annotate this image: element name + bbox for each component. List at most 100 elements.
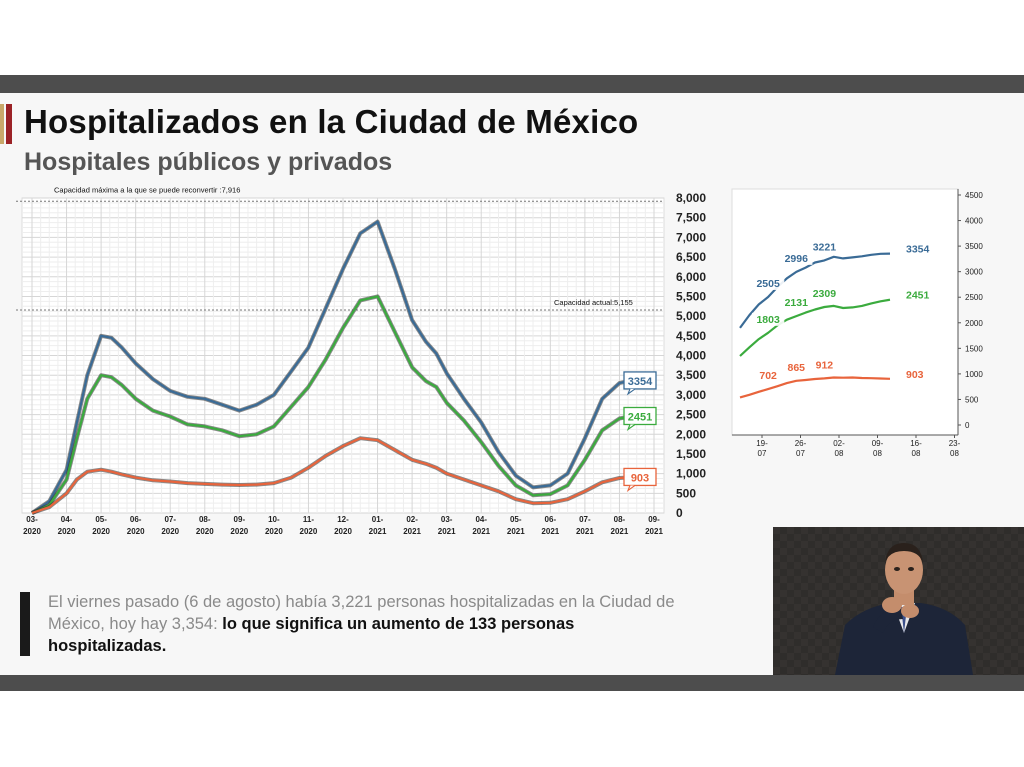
inset-series-line [739, 376, 891, 399]
inset-x-tick-day: 26- [795, 439, 807, 448]
x-tick-label-month: 03- [441, 515, 453, 524]
summary-note-bold: lo que significa un aumento de 133 perso… [48, 615, 575, 655]
x-tick-label-month: 08- [614, 515, 626, 524]
inset-series-line [739, 298, 891, 357]
inset-x-tick-month: 08 [912, 449, 921, 458]
bottom-frame-bar [0, 675, 1024, 691]
y-tick-label: 6,500 [676, 250, 706, 264]
inset-x-tick-month: 08 [873, 449, 882, 458]
y-tick-label: 7,000 [676, 230, 706, 244]
x-tick-label-year: 2020 [92, 527, 110, 536]
series-end-label: 903 [631, 472, 649, 484]
series-end-label-pointer [626, 424, 636, 432]
current-capacity-label: Capacidad actual:5,155 [554, 298, 633, 307]
title-accent-red [6, 104, 12, 144]
y-tick-label: 3,500 [676, 368, 706, 382]
y-tick-label: 5,000 [676, 309, 706, 323]
series-end-label-box [623, 371, 657, 390]
inset-x-tick-day: 19- [756, 439, 768, 448]
x-tick-label-year: 2020 [230, 527, 248, 536]
inset-point-label: 2505 [756, 278, 780, 290]
inset-series-end-label: 3354 [906, 244, 930, 256]
y-tick-label: 1,000 [676, 467, 706, 481]
x-tick-label-month: 08- [199, 515, 211, 524]
inset-plot-area [731, 188, 959, 436]
x-tick-label-year: 2020 [127, 527, 145, 536]
y-tick-label: 5,500 [676, 289, 706, 303]
inset-y-tick-label: 2000 [965, 319, 983, 328]
x-tick-label-year: 2021 [507, 527, 525, 536]
inset-point-label: 912 [816, 359, 834, 371]
y-tick-label: 4,000 [676, 349, 706, 363]
inset-point-label: 1803 [756, 314, 780, 326]
series-end-label-box [623, 467, 657, 487]
x-tick-label-year: 2020 [23, 527, 41, 536]
inset-y-tick-label: 4000 [965, 217, 983, 226]
inset-x-tick-day: 16- [910, 439, 922, 448]
x-tick-label-month: 07- [579, 515, 591, 524]
x-tick-label-year: 2021 [472, 527, 490, 536]
x-tick-label-year: 2021 [403, 527, 421, 536]
inset-recent-chart: 0 500 1000 1500 2000 2500 3000 3500 4000 4500 19- 0… [731, 188, 983, 458]
summary-note: El viernes pasado (6 de agosto) había 3,… [48, 591, 688, 657]
inset-y-tick-label: 2500 [965, 293, 983, 302]
y-tick-label: 7,500 [676, 211, 706, 225]
inset-point-label-bg [808, 240, 841, 254]
series-line [31, 295, 641, 515]
series-end-label: 2451 [628, 411, 652, 423]
inset-point-label-bg [808, 286, 841, 300]
title-accent-gold [0, 104, 4, 144]
x-tick-label-year: 2020 [161, 527, 179, 536]
x-tick-label-month: 06- [545, 515, 557, 524]
x-tick-label-year: 2021 [438, 527, 456, 536]
inset-y-tick-label: 1500 [965, 344, 983, 353]
x-tick-label-year: 2021 [541, 527, 559, 536]
x-tick-label-month: 05- [510, 515, 522, 524]
inset-y-tick-label: 3500 [965, 242, 983, 251]
inset-point-label: 2131 [785, 297, 809, 309]
inset-point-label-bg [783, 360, 810, 374]
y-tick-label: 0 [676, 506, 683, 520]
inset-point-label-bg [811, 358, 838, 372]
y-tick-label: 3,000 [676, 388, 706, 402]
series-line [31, 220, 641, 514]
note-marker [20, 592, 30, 656]
inset-x-tick-day: 02- [833, 439, 845, 448]
series-end-label-pointer [626, 484, 636, 492]
main-hospitalization-chart: Capacidad máxima a la que se puede recon… [14, 185, 706, 536]
sign-language-interpreter-video [773, 527, 1024, 675]
inset-y-tick-label: 500 [965, 395, 979, 404]
x-tick-label-month: 04- [61, 515, 73, 524]
inset-point-label-bg [755, 369, 782, 383]
x-tick-label-year: 2021 [369, 527, 387, 536]
x-tick-label-month: 06- [130, 515, 142, 524]
x-tick-label-month: 11- [303, 515, 314, 524]
x-tick-label-month: 04- [475, 515, 487, 524]
y-tick-label: 4,500 [676, 329, 706, 343]
y-tick-label: 1,500 [676, 447, 706, 461]
inset-y-tick-label: 1000 [965, 370, 983, 379]
inset-y-tick-label: 4500 [965, 191, 983, 200]
inset-y-tick-label: 0 [965, 421, 970, 430]
x-tick-label-month: 12- [337, 515, 349, 524]
top-frame-bar [0, 75, 1024, 93]
series-end-label-box [623, 406, 657, 426]
inset-point-label: 702 [759, 370, 777, 382]
inset-point-label-bg [751, 312, 785, 326]
x-tick-label-year: 2020 [58, 527, 76, 536]
inset-point-label-bg [751, 276, 785, 290]
inset-x-tick-month: 07 [796, 449, 805, 458]
series-line [31, 437, 641, 515]
x-tick-label-year: 2020 [300, 527, 318, 536]
x-tick-label-month: 01- [372, 515, 384, 524]
x-tick-label-month: 05- [95, 515, 107, 524]
series-end-label: 3354 [628, 376, 653, 388]
y-tick-label: 2,000 [676, 427, 706, 441]
inset-point-label-bg [780, 251, 813, 265]
series-end-label-pointer [626, 388, 636, 396]
inset-y-tick-label: 3000 [965, 268, 983, 277]
x-tick-label-year: 2020 [196, 527, 214, 536]
y-tick-label: 500 [676, 486, 696, 500]
x-tick-label-year: 2020 [265, 527, 283, 536]
x-tick-label-month: 09- [234, 515, 246, 524]
